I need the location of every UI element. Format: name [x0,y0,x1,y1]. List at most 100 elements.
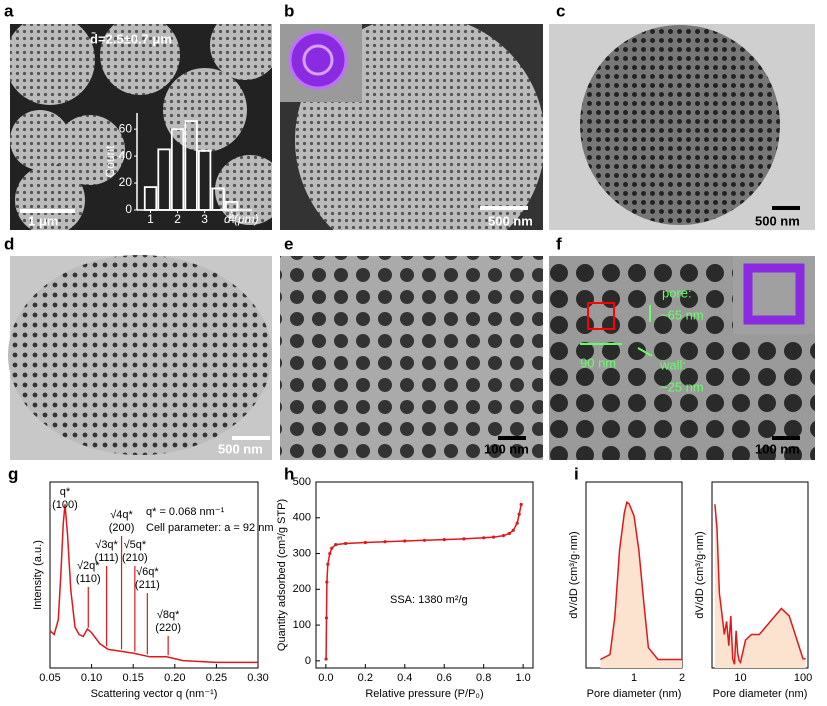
plot-frame [49,481,259,669]
y-tick-label: 500 [293,476,311,488]
y-axis-label: Count [103,145,117,178]
annotation: pore: [662,285,692,300]
y-tick-label: 0 [305,655,311,667]
peak-index: (200) [109,522,135,534]
marker [422,538,427,542]
micrograph-a [10,24,272,230]
annotation: 90 nm [580,355,616,370]
marker [330,546,334,550]
y-tick-label: 300 [293,547,311,559]
y-tick-label: 0 [125,202,132,216]
y-axis-label: dV/dD (cm³/g·nm) [568,531,580,618]
micrograph-d [8,255,272,460]
y-tick-label: 20 [119,175,133,189]
panel-label: c [556,1,565,20]
x-tick-label: 0.8 [476,672,491,684]
x-axis-label: Relative pressure (P/P₀) [365,688,483,700]
x-axis-label: Scattering vector q (nm⁻¹) [91,688,218,700]
marker [343,541,348,546]
peak-label: √3q* [95,539,118,551]
y-axis-label: Intensity (a.u.) [32,540,44,610]
marker [326,562,330,566]
scale-bar-label: 500 nm [218,441,263,456]
peak-label: √4q* [110,509,133,521]
x-tick-label: 10 [734,672,746,684]
bar [211,187,225,211]
peak-index: (111) [95,552,119,564]
x-tick-label: 0.4 [397,672,412,684]
x-tick-label: 0.0 [318,672,333,684]
panel-label: g [8,464,18,483]
x-axis-label: Pore diameter (nm) [587,688,682,700]
area [714,504,806,668]
peak-index: (110) [76,573,101,585]
marker [462,537,466,541]
y-axis-label: Quantity adsorbed (cm³/g STP) [276,499,288,651]
panel-label: d [4,234,14,253]
marker [324,616,329,620]
annotation: ~25 nm [660,379,704,394]
line [714,504,806,665]
x-tick-label: 0.15 [122,672,143,684]
marker [403,539,407,543]
x-tick-label: 0.2 [358,672,373,684]
micrograph-c [549,24,815,230]
marker [517,512,521,516]
annotation: SSA: 1380 m²/g [390,594,468,606]
y-tick-label: 100 [293,619,311,631]
marker [324,657,328,661]
marker [501,534,506,538]
x-tick-label: 0.30 [247,672,268,684]
annotation: q* = 0.068 nm⁻¹ [146,506,225,518]
scale-bar-label: 500 nm [488,213,533,228]
marker [325,580,329,584]
scale-bar-label: 100 nm [755,441,800,456]
marker [442,537,446,542]
peak-label: √8q* [157,609,180,621]
y-tick-label: 200 [293,583,311,595]
line [600,501,682,661]
line [325,504,522,660]
panel-label: h [284,464,294,483]
annotation: d̄=2.5±0.7 μm [90,31,172,46]
area [600,502,682,668]
x-tick-label: 0.05 [39,672,60,684]
peak-label: q* [60,486,71,498]
x-tick-label: 4 [228,212,235,226]
panel-label: f [556,234,562,253]
peak-index: (211) [135,579,160,591]
marker [507,531,511,536]
x-tick-label: 2 [174,212,181,226]
panel-label: e [284,234,293,253]
bar [184,120,198,211]
x-axis-label: d (μm) [224,212,259,226]
marker [334,542,338,547]
scale-bar-label: 1 μm [28,213,58,228]
scale-bar-label: 500 nm [755,213,800,228]
x-axis-label: Pore diameter (nm) [713,688,808,700]
peak-label: √6q* [136,566,159,578]
panel-label: a [4,1,14,20]
micrograph-f [549,256,815,460]
peak-label: √2q* [77,560,100,572]
peak-index: (210) [122,552,148,564]
x-tick-label: 1 [147,212,154,226]
marker [519,502,523,507]
peak-label: √5q* [124,539,147,551]
x-tick-label: 100 [794,672,812,684]
panel-label: b [284,1,294,20]
bar [157,148,171,211]
marker [328,551,332,556]
y-tick-label: 400 [293,512,311,524]
annotation: ~65 nm [660,307,704,322]
marker [515,521,519,525]
x-tick-label: 0.25 [206,672,227,684]
marker [482,536,486,540]
plot-frame [315,481,534,669]
y-tick-label: 60 [119,121,133,135]
micrograph-e [280,256,543,460]
panel-label: i [574,464,579,483]
marker [383,540,387,544]
marker [491,535,496,539]
